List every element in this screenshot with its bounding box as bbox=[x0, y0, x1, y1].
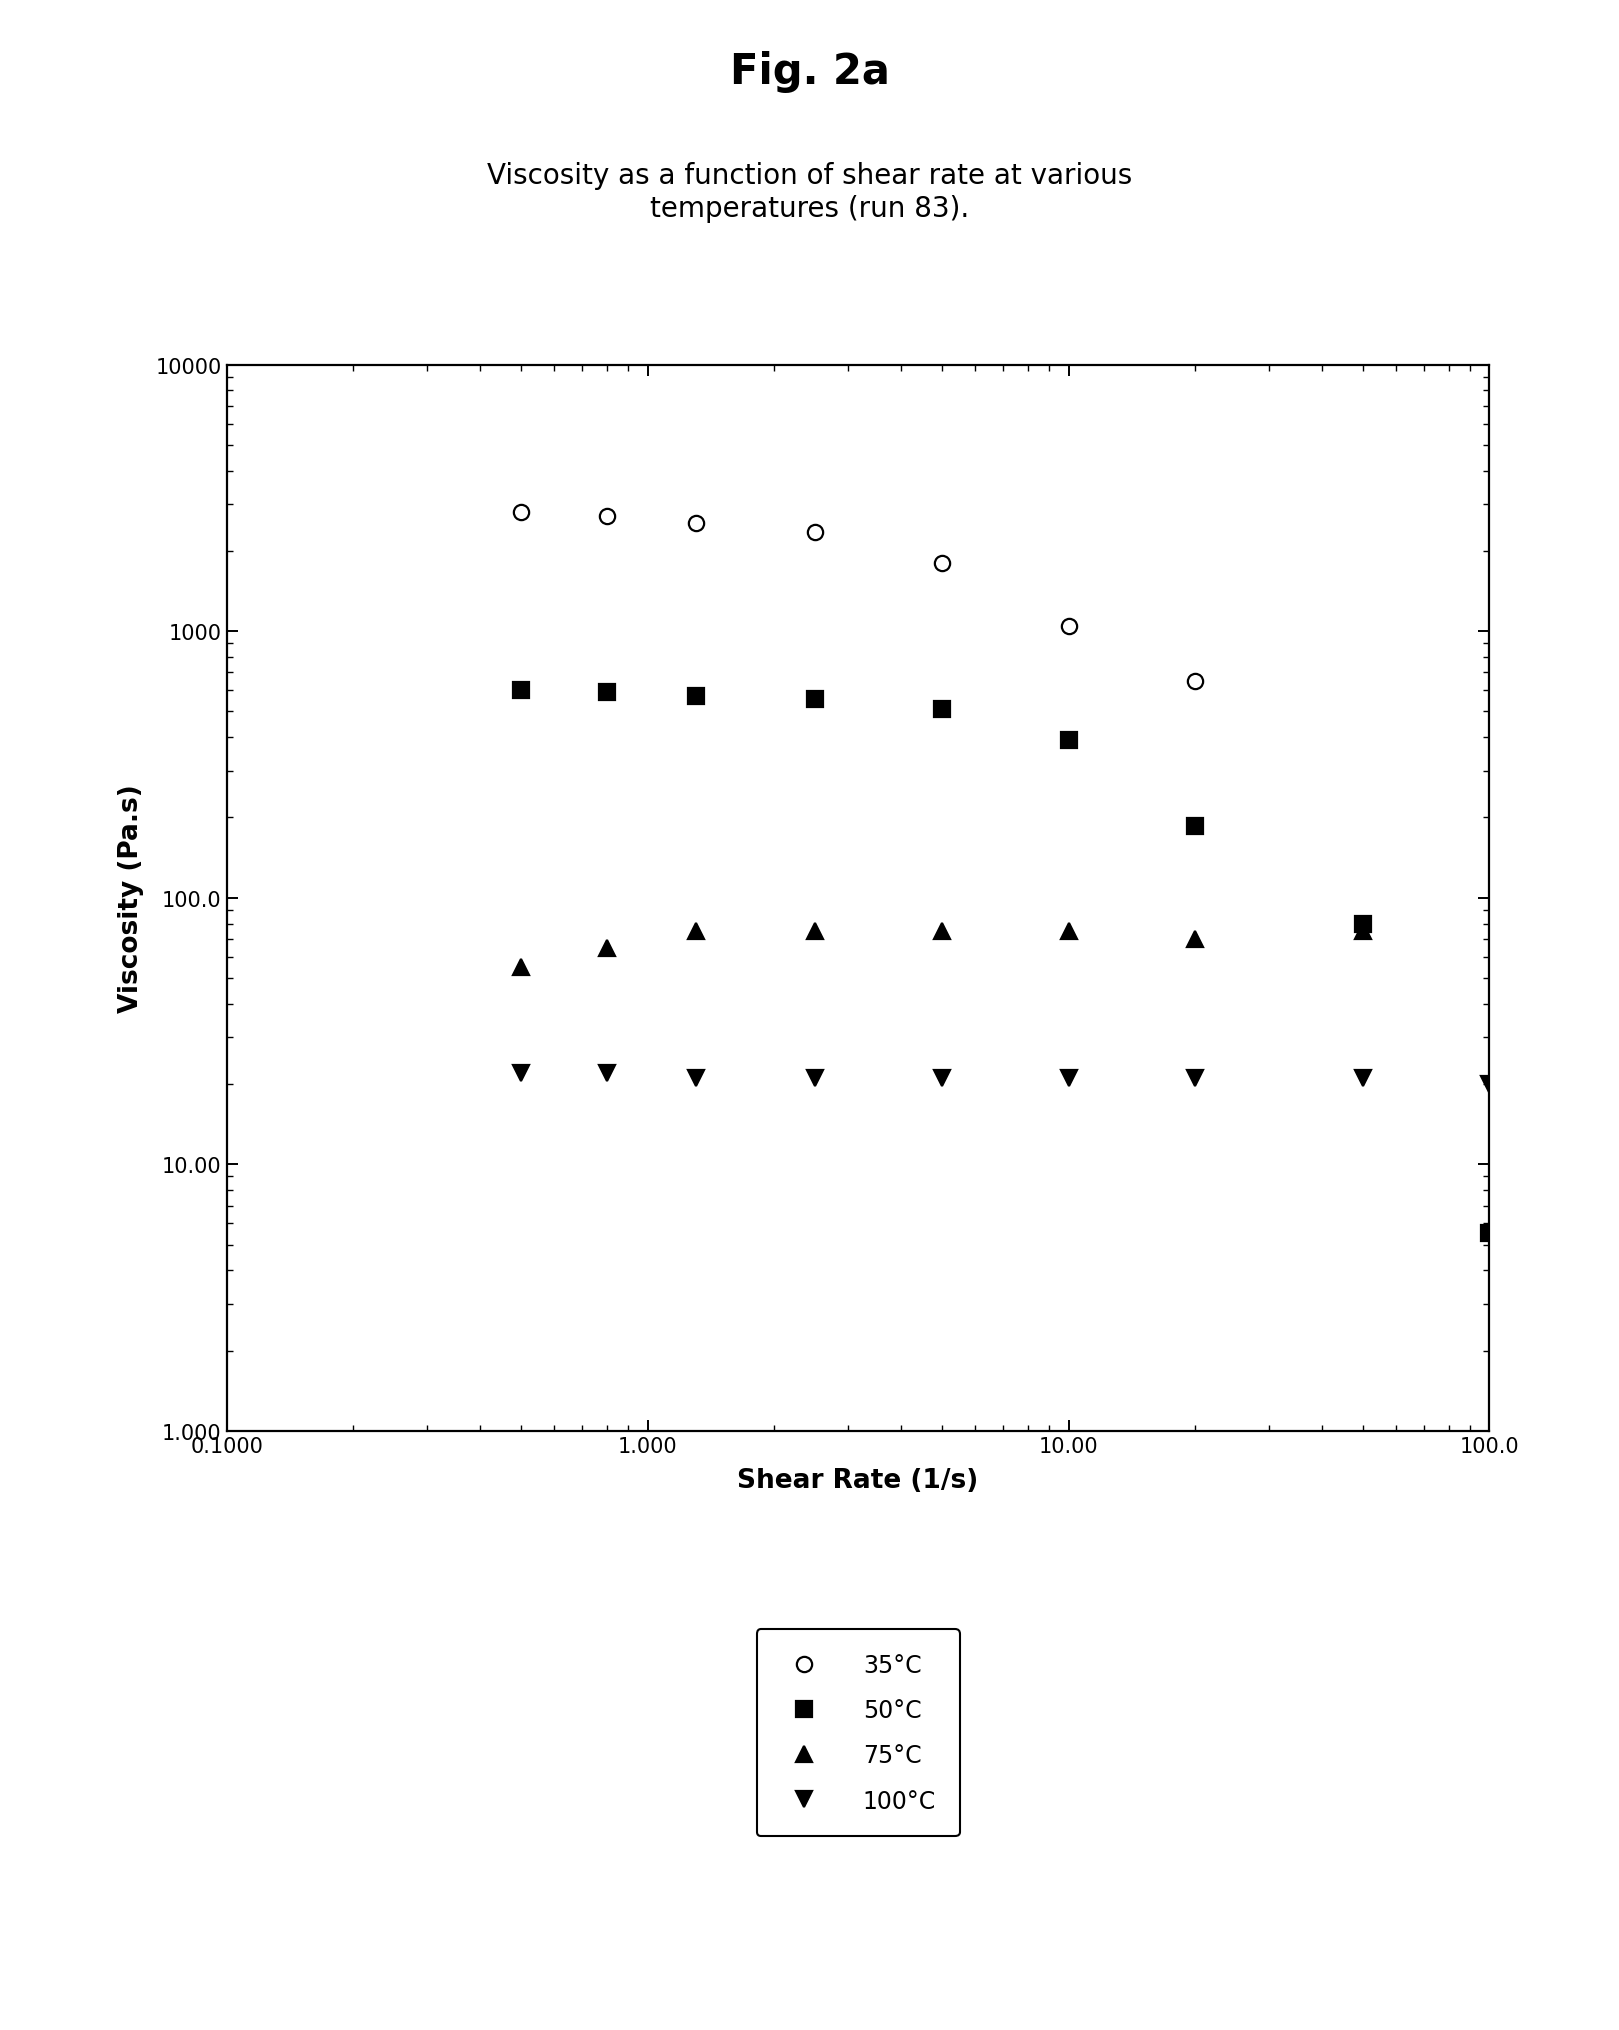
75°C bbox=[1353, 920, 1373, 944]
35°C bbox=[805, 522, 824, 546]
100°C bbox=[1185, 1066, 1205, 1090]
100°C bbox=[1480, 1072, 1499, 1096]
75°C bbox=[686, 920, 706, 944]
75°C bbox=[1185, 928, 1205, 952]
50°C bbox=[1059, 729, 1078, 753]
50°C bbox=[1185, 814, 1205, 838]
35°C bbox=[1059, 613, 1078, 637]
50°C bbox=[1480, 1222, 1499, 1246]
Text: Fig. 2a: Fig. 2a bbox=[730, 51, 889, 93]
35°C bbox=[686, 512, 706, 536]
50°C bbox=[686, 684, 706, 708]
100°C bbox=[512, 1062, 531, 1086]
50°C bbox=[805, 688, 824, 713]
75°C bbox=[597, 936, 617, 960]
Legend: 35°C, 50°C, 75°C, 100°C: 35°C, 50°C, 75°C, 100°C bbox=[756, 1630, 960, 1837]
50°C bbox=[597, 680, 617, 704]
35°C bbox=[933, 552, 952, 577]
Text: Viscosity as a function of shear rate at various
temperatures (run 83).: Viscosity as a function of shear rate at… bbox=[487, 162, 1132, 223]
50°C bbox=[1353, 911, 1373, 936]
Line: 35°C: 35°C bbox=[513, 505, 1203, 690]
X-axis label: Shear Rate (1/s): Shear Rate (1/s) bbox=[737, 1468, 979, 1494]
100°C bbox=[933, 1066, 952, 1090]
75°C bbox=[805, 920, 824, 944]
Line: 75°C: 75°C bbox=[513, 924, 1370, 974]
75°C bbox=[512, 956, 531, 980]
Line: 50°C: 50°C bbox=[513, 684, 1498, 1242]
100°C bbox=[1353, 1066, 1373, 1090]
35°C bbox=[597, 505, 617, 530]
100°C bbox=[597, 1062, 617, 1086]
75°C bbox=[1059, 920, 1078, 944]
Y-axis label: Viscosity (Pa.s): Viscosity (Pa.s) bbox=[118, 784, 144, 1013]
35°C bbox=[1185, 670, 1205, 694]
35°C bbox=[512, 501, 531, 526]
75°C bbox=[933, 920, 952, 944]
Line: 100°C: 100°C bbox=[513, 1066, 1498, 1092]
100°C bbox=[805, 1066, 824, 1090]
50°C bbox=[933, 698, 952, 723]
50°C bbox=[512, 678, 531, 702]
100°C bbox=[1059, 1066, 1078, 1090]
100°C bbox=[686, 1066, 706, 1090]
